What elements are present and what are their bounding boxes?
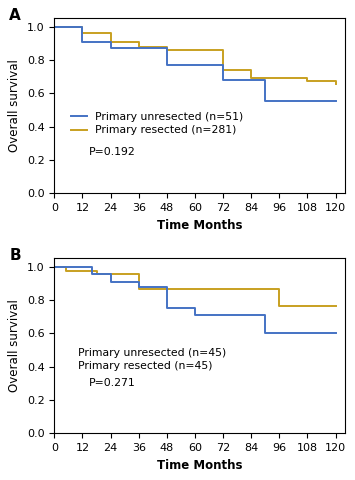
Y-axis label: Overall survival: Overall survival <box>8 300 21 392</box>
Text: P=0.271: P=0.271 <box>89 378 136 388</box>
Text: B: B <box>9 248 21 263</box>
Text: Primary unresected (n=45): Primary unresected (n=45) <box>78 348 226 359</box>
Y-axis label: Overall survival: Overall survival <box>8 60 21 152</box>
X-axis label: Time Months: Time Months <box>157 219 242 232</box>
Legend: Primary unresected (n=51), Primary resected (n=281): Primary unresected (n=51), Primary resec… <box>71 112 244 135</box>
Text: P=0.192: P=0.192 <box>89 147 136 157</box>
Text: Primary resected (n=45): Primary resected (n=45) <box>78 360 212 371</box>
Text: A: A <box>9 8 21 23</box>
X-axis label: Time Months: Time Months <box>157 459 242 472</box>
